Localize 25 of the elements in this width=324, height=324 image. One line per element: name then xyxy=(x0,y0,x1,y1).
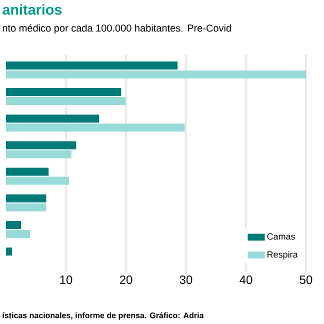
chart-title: anitarios xyxy=(2,4,62,15)
bar xyxy=(6,141,76,150)
bar xyxy=(6,230,30,238)
bar xyxy=(6,124,185,132)
bar xyxy=(6,70,306,78)
text: ísticas nacionales, informe de prensa. Gráfico: Adria xyxy=(2,312,204,320)
x-tick-label: 50 xyxy=(300,276,312,284)
bar xyxy=(6,203,46,212)
bar xyxy=(6,176,69,185)
legend-label: Camas xyxy=(267,233,295,240)
chart-subtitle: nto médico por cada 100.000 habitantes. Pre-Covid xyxy=(2,24,231,34)
x-tick-label: 20 xyxy=(120,276,132,284)
bar xyxy=(6,194,46,202)
bar xyxy=(6,97,126,106)
bar xyxy=(6,150,72,158)
legend-label: Respira xyxy=(268,251,298,260)
bar xyxy=(6,220,21,229)
bar xyxy=(6,88,122,96)
x-tick-label: 40 xyxy=(240,276,252,284)
bar xyxy=(6,168,49,176)
x-tick-label: 30 xyxy=(180,276,192,284)
bar xyxy=(6,61,178,70)
bar xyxy=(6,114,99,123)
x-tick-label: 10 xyxy=(60,276,72,284)
bar xyxy=(6,248,12,256)
